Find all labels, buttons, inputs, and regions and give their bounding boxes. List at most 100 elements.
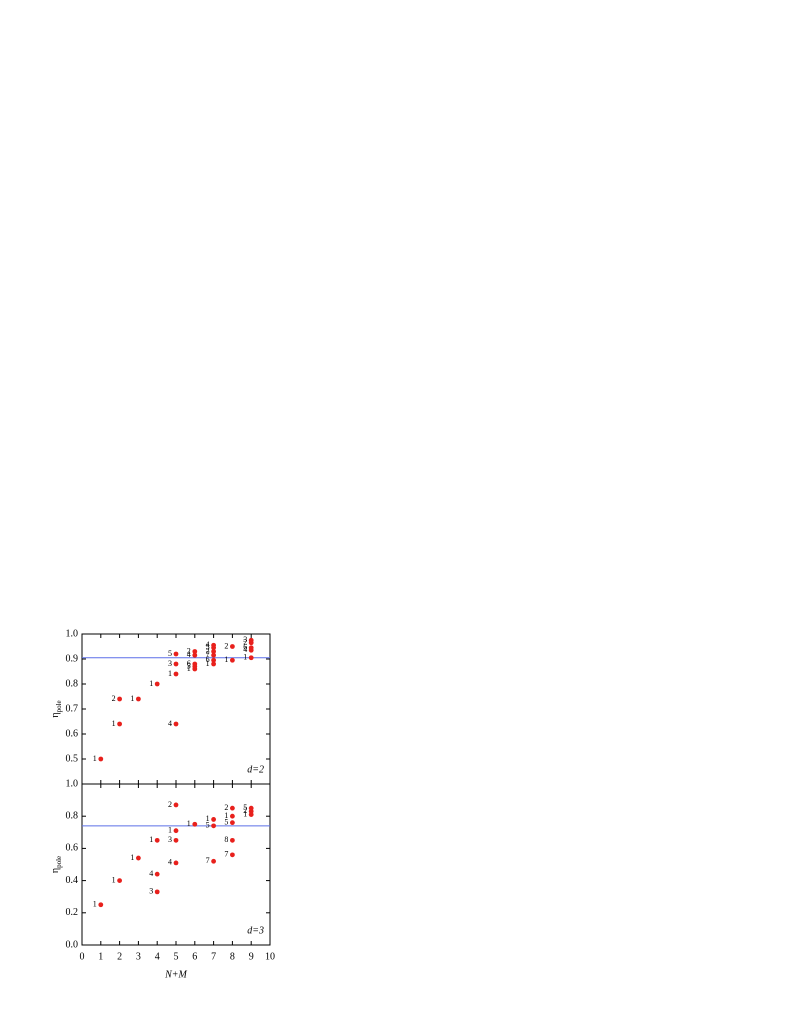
y-tick-label: 1.0: [66, 778, 79, 789]
point-label: 4: [187, 650, 191, 659]
point-label: 4: [206, 640, 210, 649]
y-axis-label: ηpole: [50, 856, 62, 873]
point: [211, 649, 217, 654]
point-label: 5: [168, 649, 172, 658]
point: [211, 858, 217, 864]
point-label: 4: [243, 645, 247, 654]
y-tick-label: 0.0: [66, 939, 79, 950]
point: [192, 664, 198, 669]
x-tick-label: 6: [192, 951, 197, 962]
y-tick-label: 0.9: [66, 653, 79, 664]
point-label: 1: [168, 826, 172, 835]
point: [192, 649, 198, 654]
point: [211, 817, 217, 822]
x-tick-label: 4: [155, 951, 160, 962]
point-label: 5: [206, 643, 210, 652]
point: [230, 657, 235, 663]
point-label: 7: [206, 650, 210, 659]
point: [248, 812, 254, 817]
point: [117, 878, 122, 883]
point-label: 6: [243, 643, 247, 652]
point-label: 1: [243, 653, 247, 662]
y-tick-label: 0.4: [66, 875, 79, 886]
point: [211, 657, 217, 663]
point-label: 5: [224, 817, 228, 826]
point-label: 8: [224, 835, 228, 844]
x-tick-label: 0: [80, 951, 85, 962]
point-label: 4: [149, 869, 153, 878]
point-label: 1: [187, 664, 191, 673]
point-label: 5: [206, 821, 210, 830]
point: [248, 647, 254, 653]
point-label: 1: [130, 853, 134, 862]
point-label: 3: [168, 659, 172, 668]
point-label: 3: [168, 835, 172, 844]
point-label: 1: [187, 819, 191, 828]
point-label: 2: [224, 641, 228, 650]
point: [98, 756, 104, 762]
point-label: 4: [168, 858, 172, 867]
point-label: 5: [187, 661, 191, 670]
point: [230, 837, 235, 843]
annotation: d=2: [247, 764, 264, 775]
point-label: 3: [243, 635, 247, 644]
point-label: 1: [112, 875, 116, 884]
y-tick-label: 0.8: [66, 678, 79, 689]
x-tick-label: 2: [117, 951, 122, 962]
x-tick-label: 5: [174, 951, 179, 962]
point: [173, 860, 179, 866]
point: [136, 696, 141, 702]
point: [230, 813, 235, 819]
point-label: 2: [187, 646, 191, 655]
point: [173, 802, 179, 808]
y-axis-label-symbol: η: [50, 712, 61, 717]
y-axis-label-subscript: pole: [55, 700, 63, 712]
y-tick-label: 0.6: [66, 728, 79, 739]
point: [211, 645, 217, 651]
point: [211, 652, 217, 658]
point-label: 1: [168, 669, 172, 678]
plot-frame: [81, 633, 271, 785]
x-tick-label: 8: [230, 951, 235, 962]
point-label: 1: [149, 835, 153, 844]
y-tick-label: 0.8: [66, 810, 79, 821]
x-tick-label: 10: [265, 951, 275, 962]
y-axis-label-subscript: pole: [55, 856, 63, 868]
x-tick-label: 7: [211, 951, 216, 962]
point: [173, 661, 179, 667]
point: [173, 828, 179, 834]
point: [173, 837, 179, 843]
point-label: 1: [243, 809, 247, 818]
point-label: 1: [112, 719, 116, 728]
point: [248, 640, 254, 646]
point: [211, 661, 217, 667]
point-label: 2: [112, 694, 116, 703]
y-tick-label: 0.7: [66, 703, 79, 714]
point: [230, 852, 235, 858]
point-label: 7: [224, 850, 228, 859]
point-label: 6: [187, 659, 191, 668]
point-label: 7: [206, 856, 210, 865]
x-tick-label: 1: [98, 951, 103, 962]
point: [117, 696, 122, 702]
point-label: 2: [243, 806, 247, 815]
y-tick-label: 0.6: [66, 843, 79, 854]
point: [230, 805, 235, 811]
x-tick-label: 3: [136, 951, 141, 962]
point: [173, 671, 179, 677]
y-axis-label: ηpole: [50, 700, 62, 717]
point-label: 2: [168, 800, 172, 809]
point: [248, 655, 254, 661]
point-label: 2: [224, 803, 228, 812]
y-axis-label-symbol: η: [50, 868, 61, 873]
point: [154, 837, 160, 843]
point: [154, 681, 160, 687]
point: [154, 871, 160, 877]
point-label: 4: [168, 719, 172, 728]
point: [192, 652, 198, 658]
point-label: 1: [149, 679, 153, 688]
x-tick-label: 9: [249, 951, 254, 962]
point-label: 1: [93, 754, 97, 763]
point-label: 2: [243, 638, 247, 647]
